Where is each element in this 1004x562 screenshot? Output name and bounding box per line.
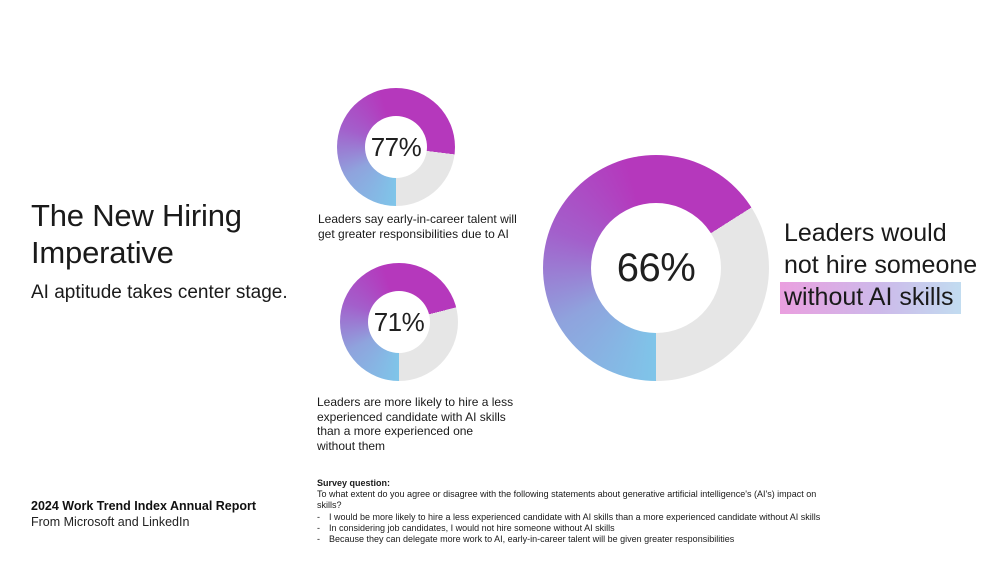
- survey-bullet-text: In considering job candidates, I would n…: [329, 522, 615, 533]
- donut-value-77: 77%: [370, 131, 422, 162]
- survey-bullet-text: I would be more likely to hire a less ex…: [329, 511, 821, 522]
- statement-line-1: Leaders would: [784, 219, 947, 247]
- survey-bullet-text: Because they can delegate more work to A…: [329, 534, 735, 545]
- statement-highlight-text: without AI skills: [780, 282, 961, 314]
- report-title: 2024 Work Trend Index Annual Report: [31, 499, 257, 513]
- donut-chart-77: 77%: [337, 88, 455, 206]
- donut-chart-71: 71%: [340, 263, 458, 381]
- donut-hole: 66%: [591, 203, 721, 333]
- statement-line-2: not hire someone: [784, 251, 978, 279]
- survey-bullet-1: - I would be more likely to hire a less …: [317, 512, 837, 523]
- survey-bullet-2: - In considering job candidates, I would…: [317, 523, 837, 534]
- page-subtitle: AI aptitude takes center stage.: [31, 282, 288, 303]
- survey-heading: Survey question:: [317, 478, 391, 488]
- donut-value-66: 66%: [616, 245, 696, 290]
- survey-note: Survey question: To what extent do you a…: [317, 478, 837, 545]
- donut-caption-77: Leaders say early-in-career talent will …: [318, 212, 517, 241]
- donut-chart-66: 66%: [543, 155, 769, 381]
- report-source: From Microsoft and LinkedIn: [31, 515, 190, 529]
- bullet-dash: -: [317, 534, 320, 545]
- donut-value-71: 71%: [373, 306, 425, 337]
- page-title: The New Hiring Imperative: [31, 198, 242, 270]
- survey-bullet-3: - Because they can delegate more work to…: [317, 534, 837, 545]
- survey-question: To what extent do you agree or disagree …: [317, 489, 817, 511]
- bullet-dash: -: [317, 522, 320, 533]
- report-attribution: 2024 Work Trend Index Annual Report From…: [31, 499, 256, 529]
- donut-hole: 77%: [365, 116, 427, 178]
- title-block: The New Hiring Imperative AI aptitude ta…: [31, 197, 301, 304]
- key-statement: Leaders would not hire someone without A…: [780, 217, 994, 314]
- donut-hole: 71%: [368, 291, 430, 353]
- donut-caption-71: Leaders are more likely to hire a less e…: [317, 395, 514, 453]
- bullet-dash: -: [317, 511, 320, 522]
